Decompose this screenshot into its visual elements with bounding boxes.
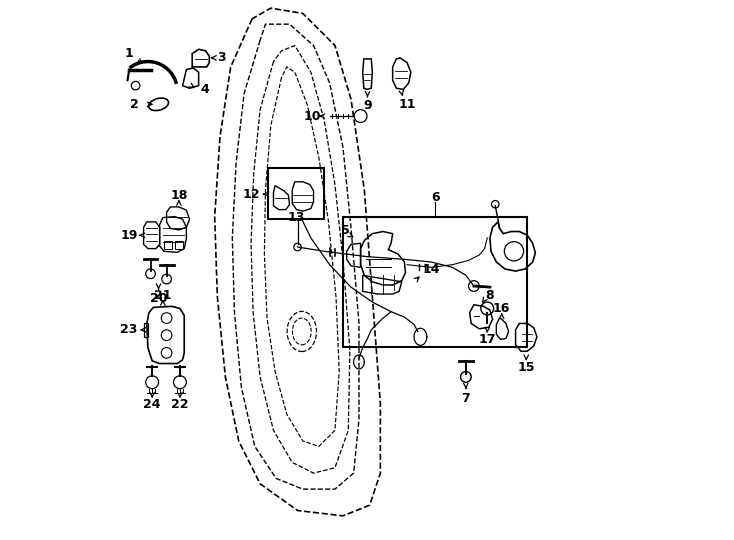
Text: 14: 14: [422, 264, 440, 276]
Text: 2: 2: [130, 98, 139, 111]
Text: 15: 15: [517, 361, 535, 374]
Text: 11: 11: [399, 98, 416, 111]
Text: 18: 18: [170, 188, 188, 201]
Bar: [144, 323, 148, 337]
Text: 23: 23: [120, 323, 138, 336]
Text: 19: 19: [120, 229, 138, 242]
Text: 17: 17: [479, 333, 496, 346]
Text: 12: 12: [243, 187, 261, 200]
Text: 7: 7: [462, 392, 470, 405]
Text: 9: 9: [363, 99, 372, 112]
Text: 3: 3: [217, 51, 226, 64]
Text: 6: 6: [431, 191, 440, 204]
Text: 1: 1: [125, 47, 134, 60]
Text: 5: 5: [341, 224, 350, 237]
Text: 4: 4: [200, 83, 209, 96]
Text: 24: 24: [143, 398, 161, 411]
Text: 13: 13: [288, 211, 305, 224]
Text: 10: 10: [304, 110, 321, 123]
Text: 20: 20: [150, 292, 167, 305]
Bar: [268, 168, 324, 219]
Text: 22: 22: [171, 398, 189, 411]
Bar: [343, 217, 527, 348]
Bar: [175, 241, 183, 248]
Bar: [164, 241, 172, 248]
Text: 8: 8: [486, 289, 494, 302]
Text: 16: 16: [493, 302, 510, 315]
Text: 21: 21: [154, 288, 172, 302]
